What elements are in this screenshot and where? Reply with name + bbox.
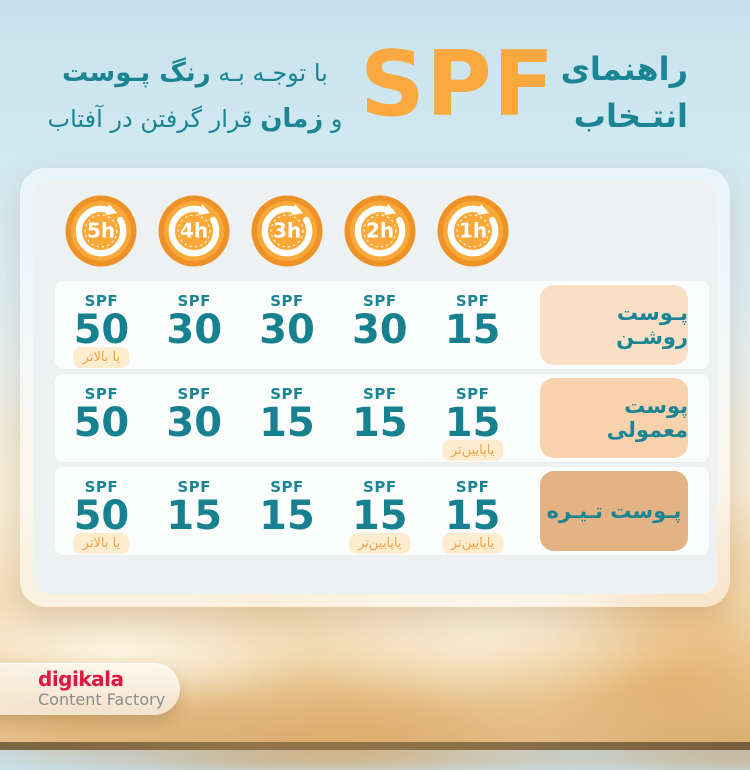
spf-table: 1h 2h 3h <box>33 181 717 594</box>
spf-cell-light-4h: SPF 30 <box>148 281 241 369</box>
spf-cell-dark-2h: SPF 15 یاپایین‌تر <box>333 467 426 555</box>
spf-badge: یا بالاتر <box>73 347 130 368</box>
spf-cell-normal-4h: SPF 30 <box>148 374 241 462</box>
spf-word: SPF <box>84 478 119 496</box>
spf-value: 50 <box>73 493 130 539</box>
spf-badge: یا بالاتر <box>73 533 130 554</box>
content-factory-label: Content Factory <box>38 690 166 709</box>
page-title-line1: راهنمای <box>560 50 688 88</box>
spf-value: 15 <box>444 493 501 539</box>
spf-value: 15 <box>444 400 501 446</box>
spf-cell-dark-1h: SPF 15 یاپایین‌تر <box>426 467 519 555</box>
spf-cell-normal-5h: SPF 50 <box>55 374 148 462</box>
spf-cell-normal-3h: SPF 15 <box>241 374 334 462</box>
clock-3h-svg: 3h <box>251 195 323 267</box>
table-row-normal-skin: پوست معمولی SPF 15 یاپایین‌تر SPF 15 SPF… <box>55 374 709 462</box>
spf-word: SPF <box>84 385 119 403</box>
subtitle-line2: و زمان قرار گرفتن در آفتاب <box>47 104 343 134</box>
digikala-logo: digikala <box>38 667 124 691</box>
spf-value: 50 <box>73 400 130 446</box>
clock-icon-1h: 1h <box>436 194 510 268</box>
clock-icon-2h: 2h <box>343 194 417 268</box>
spf-word: SPF <box>177 385 211 403</box>
clock-icon-4h: 4h <box>157 194 231 268</box>
clock-row-spacer <box>519 187 709 275</box>
spf-cell-light-2h: SPF 30 <box>333 281 426 369</box>
spf-value: 15 <box>351 493 408 539</box>
spf-word: SPF <box>177 292 211 310</box>
spf-table-card: 1h 2h 3h <box>20 168 730 607</box>
spf-cell-normal-1h: SPF 15 یاپایین‌تر <box>426 374 519 462</box>
spf-word: SPF <box>363 292 397 310</box>
svg-text:3h: 3h <box>273 219 301 243</box>
spf-value: 30 <box>259 307 315 353</box>
subtitle-line1: با توجـه بـه رنگ پـوست <box>62 58 328 88</box>
skin-type-label-dark: پـوست تـیـره <box>540 471 688 551</box>
clock-5h-svg: 5h <box>65 195 137 267</box>
page-title: راهنمای انتـخاب <box>560 46 688 140</box>
brand-pill: digikala Content Factory <box>0 663 180 715</box>
bottom-sand-strip <box>0 742 750 750</box>
spf-word: SPF <box>270 292 304 310</box>
spf-heading: SPF <box>360 32 556 137</box>
spf-cell-dark-3h: SPF 15 <box>241 467 334 555</box>
spf-value: 15 <box>259 493 315 539</box>
spf-badge: یاپایین‌تر <box>441 440 504 461</box>
spf-word: SPF <box>455 385 490 403</box>
spf-cell-light-1h: SPF 15 <box>426 281 519 369</box>
spf-cell-normal-2h: SPF 15 <box>333 374 426 462</box>
skin-type-label-normal: پوست معمولی <box>540 378 688 458</box>
spf-cell-dark-4h: SPF 15 <box>148 467 241 555</box>
spf-badge: یاپایین‌تر <box>349 533 411 554</box>
clock-icon-5h: 5h <box>64 194 138 268</box>
clock-2h-svg: 2h <box>344 195 416 267</box>
spf-value: 30 <box>166 400 223 446</box>
spf-value: 50 <box>73 307 130 353</box>
spf-value: 15 <box>444 307 501 353</box>
subtitle: با توجـه بـه رنگ پـوست و زمان قرار گرفتن… <box>40 50 350 142</box>
svg-text:1h: 1h <box>459 219 487 243</box>
table-row-dark-skin: پـوست تـیـره SPF 15 یاپایین‌تر SPF 15 یا… <box>55 467 709 555</box>
skin-type-label-light: پـوست روشـن <box>540 285 688 365</box>
spf-cell-dark-5h: SPF 50 یا بالاتر <box>55 467 148 555</box>
svg-text:5h: 5h <box>87 219 115 243</box>
spf-word: SPF <box>455 478 490 496</box>
page-title-line2: انتـخاب <box>573 97 688 135</box>
svg-text:4h: 4h <box>180 219 208 243</box>
spf-badge: یاپایین‌تر <box>441 533 504 554</box>
spf-value: 15 <box>259 400 315 446</box>
spf-value: 15 <box>166 493 223 539</box>
spf-word: SPF <box>84 292 119 310</box>
clock-4h-svg: 4h <box>158 195 230 267</box>
spf-word: SPF <box>363 385 397 403</box>
spf-word: SPF <box>177 478 211 496</box>
table-row-light-skin: پـوست روشـن SPF 15 SPF 30 SPF 30 SPF 30 <box>55 281 709 369</box>
spf-cell-light-5h: SPF 50 یا بالاتر <box>55 281 148 369</box>
spf-cell-light-3h: SPF 30 <box>241 281 334 369</box>
clock-1h-svg: 1h <box>437 195 509 267</box>
spf-word: SPF <box>363 478 397 496</box>
svg-text:2h: 2h <box>366 219 394 243</box>
spf-word: SPF <box>455 292 490 310</box>
clock-header-row: 1h 2h 3h <box>55 181 709 281</box>
spf-value: 30 <box>166 307 223 353</box>
spf-word: SPF <box>270 385 304 403</box>
spf-word: SPF <box>270 478 304 496</box>
spf-value: 15 <box>351 400 408 446</box>
clock-icon-3h: 3h <box>250 194 324 268</box>
spf-value: 30 <box>351 307 408 353</box>
